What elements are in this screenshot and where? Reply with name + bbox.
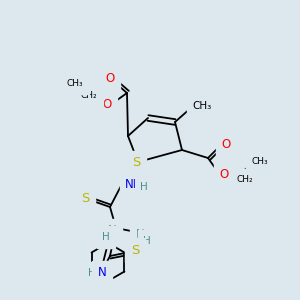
Text: N: N bbox=[98, 266, 106, 280]
Text: CH₃: CH₃ bbox=[192, 101, 212, 111]
Text: S: S bbox=[81, 191, 89, 205]
Text: H: H bbox=[102, 232, 110, 242]
Text: O: O bbox=[221, 139, 231, 152]
Text: N: N bbox=[136, 229, 144, 242]
Text: CH₂: CH₂ bbox=[81, 91, 97, 100]
Text: NH: NH bbox=[125, 178, 143, 191]
Text: CH₃: CH₃ bbox=[252, 158, 268, 166]
Text: H: H bbox=[140, 182, 148, 192]
Text: H: H bbox=[143, 236, 151, 246]
Text: H: H bbox=[88, 268, 96, 278]
Text: N: N bbox=[108, 224, 116, 238]
Text: CH₃: CH₃ bbox=[67, 80, 83, 88]
Text: O: O bbox=[105, 73, 115, 85]
Text: CH₂: CH₂ bbox=[237, 175, 253, 184]
Text: S: S bbox=[132, 157, 140, 169]
Text: O: O bbox=[102, 98, 112, 110]
Text: O: O bbox=[219, 167, 229, 181]
Text: S: S bbox=[131, 244, 139, 256]
